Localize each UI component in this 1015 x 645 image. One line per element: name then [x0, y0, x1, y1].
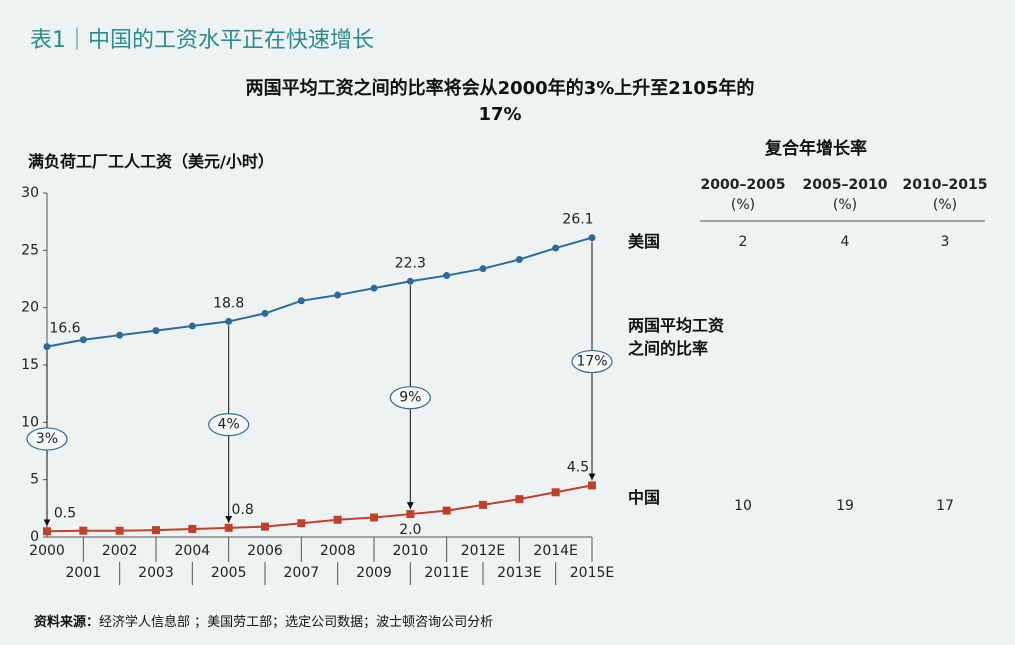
point — [443, 272, 451, 280]
point — [224, 523, 233, 532]
x-tick-label: 2008 — [320, 543, 356, 559]
data-label: 2.0 — [399, 522, 421, 538]
point — [588, 234, 596, 242]
point — [79, 526, 88, 535]
y-axis-label: 满负荷工厂工人工资（美元/小时） — [28, 152, 274, 171]
point — [479, 265, 487, 273]
y-tick-label: 5 — [30, 472, 39, 488]
x-tick-label: 2007 — [284, 565, 320, 581]
data-label: 22.3 — [395, 255, 426, 271]
table-cell: 3 — [941, 234, 950, 250]
data-label: 4.5 — [567, 459, 589, 475]
x-tick-label: 2005 — [211, 565, 247, 581]
point — [406, 510, 415, 519]
point — [188, 524, 197, 533]
x-tick-label: 2010 — [393, 543, 429, 559]
data-label: 18.8 — [213, 295, 244, 311]
chart-title: 两国平均工资之间的比率将会从2000年的3%上升至2105年的17% — [245, 78, 755, 125]
data-label: 26.1 — [562, 212, 593, 228]
series-line — [46, 236, 593, 348]
source: 资料来源：经济学人信息部 ；美国劳工部；选定公司数据；波士顿咨询公司分析 — [34, 611, 493, 630]
x-tick-label: 2001 — [66, 565, 102, 581]
point — [588, 481, 596, 490]
x-tick-label: 2013E — [497, 565, 541, 581]
ratio-badge — [26, 427, 68, 451]
ratio-row-label: 两国平均工资之间的比率 — [628, 316, 725, 358]
ratio-label: 3% — [36, 431, 58, 447]
y-tick-label: 20 — [21, 300, 39, 316]
y-tick-label: 15 — [21, 357, 39, 373]
series-line — [46, 484, 593, 533]
point — [370, 513, 378, 522]
table-cell: 17 — [936, 498, 954, 514]
x-tick-label: 2002 — [102, 543, 138, 559]
point — [515, 495, 524, 504]
source-text: 经济学人信息部 ；美国劳工部；选定公司数据；波士顿咨询公司分析 — [99, 615, 494, 630]
table-cell: 10 — [734, 498, 752, 514]
point — [43, 527, 51, 536]
x-tick-label: 2015E — [570, 565, 614, 581]
table-cell: 2 — [739, 234, 748, 250]
y-tick-label: 0 — [30, 529, 39, 545]
point — [261, 309, 269, 317]
point — [261, 522, 269, 531]
ratio-badge — [571, 349, 613, 374]
series-name: 中国 — [628, 488, 661, 507]
x-tick-label: 2003 — [138, 565, 174, 581]
point — [551, 488, 560, 497]
point — [552, 244, 560, 252]
point — [116, 331, 124, 339]
point — [43, 343, 51, 351]
page-title: 表1｜中国的工资水平正在快速增长 — [30, 28, 374, 53]
column-unit: (%) — [731, 197, 755, 213]
series-name: 美国 — [628, 232, 661, 251]
column-header: 2005–2010 — [803, 177, 888, 193]
point — [479, 500, 487, 509]
x-tick-label: 2006 — [247, 543, 283, 559]
x-tick-label: 2000 — [29, 543, 65, 559]
point — [152, 327, 160, 335]
column-unit: (%) — [833, 197, 857, 213]
point — [406, 277, 414, 285]
point — [152, 526, 160, 535]
point — [225, 317, 233, 325]
ratio-label: 4% — [218, 417, 240, 433]
column-header: 2010–2015 — [903, 177, 988, 193]
point — [188, 322, 196, 330]
point — [115, 526, 124, 535]
x-tick-label: 2014E — [533, 543, 577, 559]
y-tick-label: 30 — [21, 185, 39, 201]
data-label: 16.6 — [49, 321, 80, 337]
x-tick-label: 2004 — [175, 543, 211, 559]
x-tick-label: 2011E — [424, 565, 468, 581]
data-label: 0.8 — [232, 502, 254, 518]
point — [442, 506, 451, 515]
y-tick-label: 10 — [21, 414, 39, 430]
point — [79, 336, 87, 344]
ratio-badge — [389, 386, 431, 410]
ratio-label: 9% — [399, 390, 421, 406]
point — [334, 291, 342, 299]
point — [333, 515, 342, 524]
point — [297, 297, 305, 305]
table-cell: 19 — [836, 498, 854, 514]
point — [515, 256, 523, 264]
column-header: 2000–2005 — [701, 177, 786, 193]
source-label: 资料来源： — [34, 615, 100, 630]
point — [297, 519, 306, 528]
column-unit: (%) — [933, 197, 957, 213]
table-title: 复合年增长率 — [765, 139, 867, 159]
table-cell: 4 — [841, 234, 850, 250]
data-label: 0.5 — [54, 505, 76, 521]
x-tick-label: 2012E — [461, 543, 505, 559]
x-tick-label: 2009 — [356, 565, 392, 581]
ratio-badge — [208, 413, 250, 437]
y-tick-label: 25 — [21, 242, 39, 258]
point — [370, 284, 378, 292]
ratio-label: 17% — [576, 354, 607, 370]
